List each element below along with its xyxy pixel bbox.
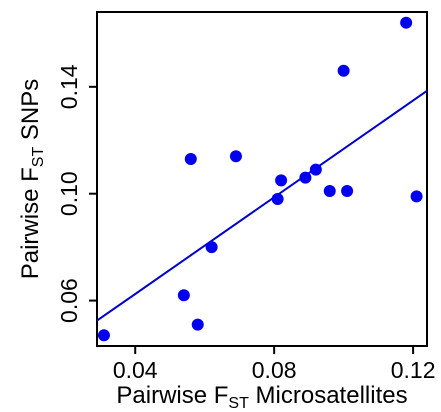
x-tick-label: 0.12 [391,357,436,383]
data-point [275,174,288,187]
data-point [323,185,336,198]
data-point [229,150,242,163]
data-point [309,163,322,176]
data-point [177,289,190,302]
data-point [341,185,354,198]
y-tick-label: 0.10 [56,171,82,216]
data-point [271,193,284,206]
x-tick-label: 0.04 [113,357,158,383]
y-axis-title: Pairwise FST SNPs [17,79,47,280]
y-tick-label: 0.06 [56,278,82,323]
data-point [184,152,197,165]
plot-frame [96,11,428,347]
regression-line [96,90,428,322]
data-point [400,16,413,29]
data-point [299,171,312,184]
tick-layer: 0.04 0.08 0.12 0.06 0.10 0.14 [56,64,435,383]
y-tick-label: 0.14 [56,64,82,109]
x-axis-title: Pairwise FST Microsatellites [116,382,407,412]
x-tick-label: 0.08 [252,357,297,383]
mark-layer [96,16,428,342]
data-point [205,241,218,254]
data-point [337,64,350,77]
data-point [410,190,423,203]
data-point [97,329,110,342]
data-point [191,318,204,331]
